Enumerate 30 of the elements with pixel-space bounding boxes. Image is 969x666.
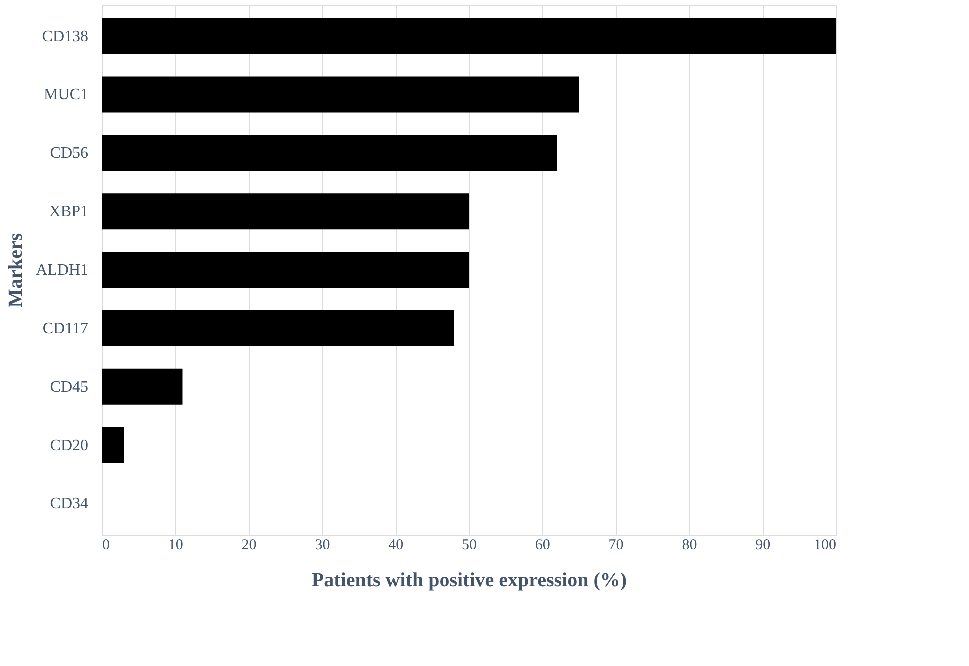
x-tick-label: 80	[682, 538, 698, 554]
y-tick-label: CD45	[50, 378, 88, 396]
bar	[102, 368, 183, 405]
y-tick-label: CD20	[50, 437, 88, 454]
x-tick-label: 30	[315, 538, 330, 554]
x-tick-label: 40	[388, 538, 404, 554]
bar	[102, 135, 558, 172]
x-tick-label: 50	[462, 538, 477, 554]
y-tick-label: CD56	[50, 145, 88, 162]
x-tick-label: 100	[814, 538, 836, 554]
y-tick-label: MUC1	[44, 86, 88, 104]
y-tick-label: XBP1	[49, 204, 88, 221]
x-axis-title: Patients with positive expression (%)	[312, 570, 628, 592]
x-tick-label: 60	[535, 538, 550, 554]
bar	[102, 76, 580, 113]
bar	[102, 18, 836, 54]
bar	[102, 252, 469, 288]
x-tick-label: 70	[608, 538, 624, 554]
y-tick-label: CD117	[42, 320, 88, 338]
x-tick-label: 20	[242, 538, 257, 554]
y-axis-title: Markers	[5, 233, 28, 308]
x-tick-label: 10	[168, 538, 184, 554]
bar	[102, 427, 124, 464]
x-tick-label: 90	[756, 538, 771, 554]
bar	[102, 194, 469, 230]
y-tick-label: CD138	[42, 28, 88, 46]
y-tick-label: CD34	[50, 496, 88, 513]
bar	[102, 310, 454, 346]
x-tick-label: 0	[102, 538, 110, 554]
y-tick-label: ALDH1	[36, 262, 88, 279]
